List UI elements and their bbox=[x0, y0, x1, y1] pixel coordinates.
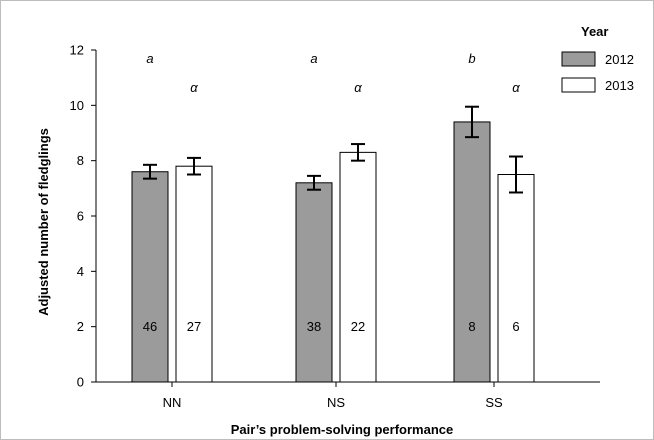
legend-swatch-2012 bbox=[561, 51, 596, 67]
x-axis-label: Pair’s problem-solving performance bbox=[231, 422, 454, 437]
bar-2012-NS bbox=[295, 182, 333, 383]
error-bars bbox=[143, 105, 523, 194]
y-tick-label: 8 bbox=[77, 153, 84, 168]
legend-swatch-2013 bbox=[561, 77, 596, 93]
y-tick-label: 2 bbox=[77, 319, 84, 334]
bars bbox=[131, 121, 535, 383]
bar-2012-NN bbox=[131, 171, 169, 383]
significance-label: b bbox=[468, 51, 475, 66]
bar-2013-SS bbox=[497, 174, 535, 383]
y-tick-label: 0 bbox=[77, 375, 84, 390]
significance-label: α bbox=[512, 80, 520, 95]
bar-2012-SS bbox=[453, 121, 491, 383]
legend-title: Year bbox=[581, 24, 608, 39]
legend-label: 2012 bbox=[605, 52, 634, 67]
bar-2013-NN bbox=[175, 165, 213, 383]
y-tick-label: 12 bbox=[70, 43, 84, 58]
significance-label: α bbox=[190, 80, 198, 95]
sample-size-label: 6 bbox=[512, 319, 519, 334]
x-tick-label: NS bbox=[327, 395, 345, 410]
sample-size-label: 27 bbox=[187, 319, 201, 334]
x-tick-label: NN bbox=[163, 395, 182, 410]
significance-label: α bbox=[354, 80, 362, 95]
y-axis-label: Adjusted number of fledglings bbox=[36, 128, 51, 316]
sample-size-label: 46 bbox=[143, 319, 157, 334]
bar-labels: 46 a 27 α 38 a 22 α 8 b 6 α bbox=[143, 51, 521, 334]
y-tick-label: 4 bbox=[77, 264, 84, 279]
y-tick-label: 10 bbox=[70, 98, 84, 113]
y-tick-label: 6 bbox=[77, 209, 84, 224]
sample-size-label: 22 bbox=[351, 319, 365, 334]
legend: Year 2012 2013 bbox=[561, 24, 634, 93]
x-tick-label: SS bbox=[485, 395, 503, 410]
significance-label: a bbox=[146, 51, 153, 66]
sample-size-label: 8 bbox=[468, 319, 475, 334]
legend-label: 2013 bbox=[605, 78, 634, 93]
bar-2013-NS bbox=[339, 151, 377, 383]
sample-size-label: 38 bbox=[307, 319, 321, 334]
significance-label: a bbox=[310, 51, 317, 66]
